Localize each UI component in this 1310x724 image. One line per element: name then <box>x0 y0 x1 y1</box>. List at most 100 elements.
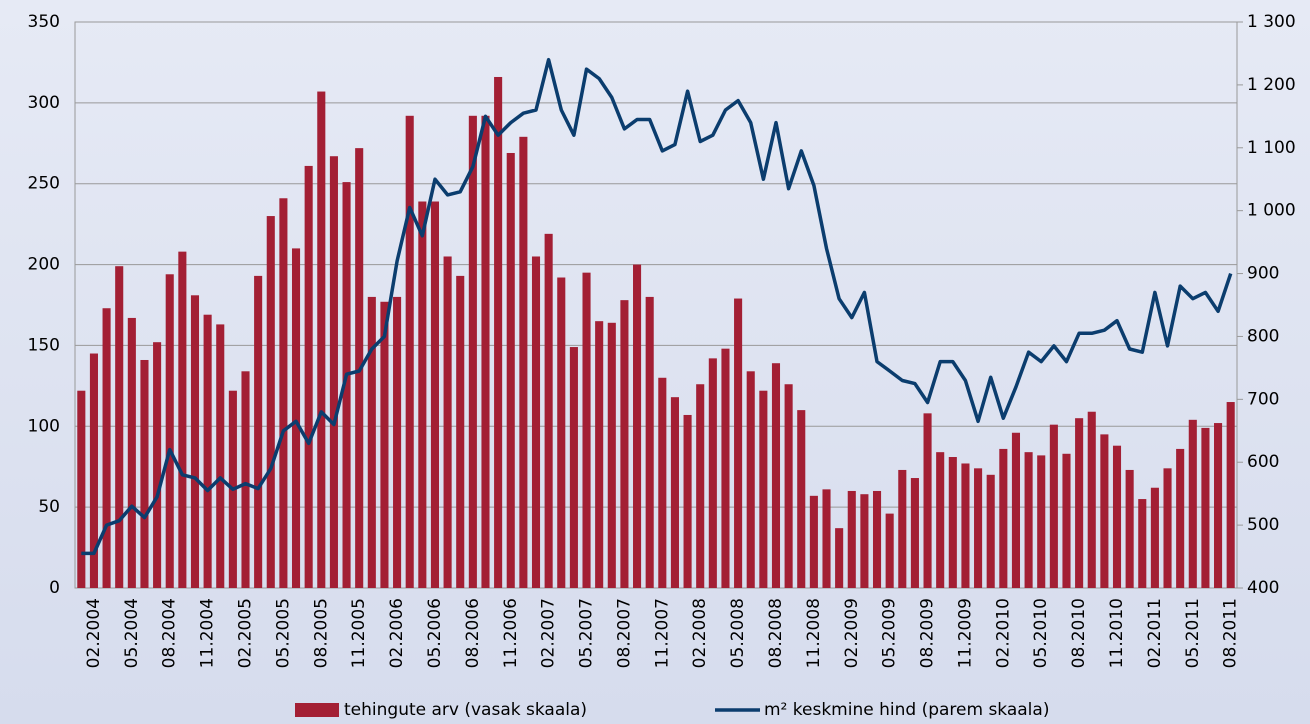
x-tick-label: 02.2006 <box>387 598 407 668</box>
y-tick-label: 300 <box>28 93 60 113</box>
y-tick-label: 0 <box>49 578 60 598</box>
bar <box>405 115 414 589</box>
bar <box>1138 499 1147 588</box>
bar <box>367 296 376 588</box>
x-tick-label: 02.2008 <box>690 598 710 668</box>
bar <box>1024 452 1033 588</box>
bar <box>658 377 667 588</box>
bar <box>506 152 515 588</box>
bar <box>696 384 705 588</box>
x-tick-label: 08.2009 <box>918 598 938 668</box>
y2-tick-label: 1 100 <box>1247 138 1296 158</box>
bar <box>304 165 313 588</box>
y2-tick-label: 1 200 <box>1247 75 1296 95</box>
y2-tick-label: 700 <box>1247 389 1279 409</box>
bar <box>241 371 250 588</box>
bar <box>165 274 174 588</box>
y2-tick-label: 400 <box>1247 578 1279 598</box>
x-tick-label: 02.2010 <box>993 598 1013 668</box>
bar <box>645 296 654 588</box>
bar <box>1100 434 1109 588</box>
y-tick-label: 100 <box>28 416 60 436</box>
bar <box>430 201 440 588</box>
bar <box>1125 469 1134 588</box>
x-tick-label: 11.2010 <box>1107 598 1127 668</box>
bar <box>734 298 743 588</box>
x-tick-label: 02.2009 <box>842 598 862 668</box>
bar <box>1075 418 1084 588</box>
x-tick-label: 05.2009 <box>880 598 900 668</box>
x-tick-label: 08.2008 <box>766 598 786 668</box>
bar <box>443 256 452 588</box>
bar <box>822 489 831 588</box>
bar <box>481 115 490 589</box>
bar <box>948 457 957 588</box>
y-tick-label: 250 <box>28 174 60 194</box>
bar <box>1201 427 1210 588</box>
x-tick-label: 11.2009 <box>955 598 975 668</box>
bar <box>670 397 679 588</box>
bar <box>872 490 882 588</box>
bar <box>89 353 98 588</box>
bar <box>986 474 995 588</box>
bar <box>418 201 427 588</box>
bar <box>140 359 149 588</box>
x-tick-label: 11.2007 <box>652 598 672 668</box>
bar <box>216 324 225 588</box>
bar <box>595 321 604 588</box>
line <box>81 57 1233 556</box>
bar <box>254 275 263 588</box>
x-tick-label: 05.2007 <box>577 598 597 668</box>
y-tick-label: 50 <box>38 497 60 517</box>
bar <box>190 295 200 588</box>
x-tick-label: 08.2006 <box>463 598 483 668</box>
bar <box>961 463 970 588</box>
bar <box>759 390 768 588</box>
bar <box>342 182 351 588</box>
bar <box>317 91 326 588</box>
bar <box>1062 453 1071 588</box>
y2-tick-label: 800 <box>1247 326 1279 346</box>
bar <box>809 495 818 588</box>
bar <box>203 314 212 588</box>
bar <box>1087 411 1096 588</box>
x-tick-label: 08.2004 <box>160 598 180 668</box>
bar <box>178 251 187 589</box>
x-tick-label: 02.2007 <box>539 598 559 668</box>
y-tick-label: 200 <box>28 255 60 275</box>
y-tick-label: 150 <box>28 335 60 355</box>
bar <box>860 494 869 588</box>
x-tick-label: 11.2005 <box>349 598 369 668</box>
bar <box>266 216 275 589</box>
legend-label: m² keskmine hind (parem skaala) <box>764 700 1049 720</box>
bar <box>291 248 301 588</box>
x-tick-label: 02.2004 <box>84 598 104 668</box>
y-tick-label: 350 <box>28 12 60 32</box>
bar <box>380 301 389 588</box>
bar <box>683 414 692 588</box>
bar <box>1112 445 1122 588</box>
x-tick-label: 05.2004 <box>122 598 142 668</box>
bar <box>974 468 983 588</box>
bar <box>1214 423 1223 588</box>
bar <box>620 300 629 588</box>
bar <box>582 272 591 588</box>
y2-tick-label: 1 000 <box>1247 201 1296 221</box>
bar <box>393 296 402 588</box>
bar <box>746 371 755 588</box>
x-tick-label: 05.2010 <box>1031 598 1051 668</box>
x-tick-label: 08.2010 <box>1069 598 1089 668</box>
bar <box>329 156 338 589</box>
bar <box>102 308 111 588</box>
bar <box>544 233 553 589</box>
x-tick-label: 08.2011 <box>1221 598 1241 668</box>
bar <box>1037 455 1046 588</box>
bar <box>1176 448 1185 588</box>
bar <box>153 342 162 588</box>
bar <box>936 452 945 588</box>
bar <box>847 490 856 588</box>
bar <box>1226 402 1235 588</box>
x-tick-label: 11.2004 <box>198 598 218 668</box>
bar <box>898 469 907 588</box>
